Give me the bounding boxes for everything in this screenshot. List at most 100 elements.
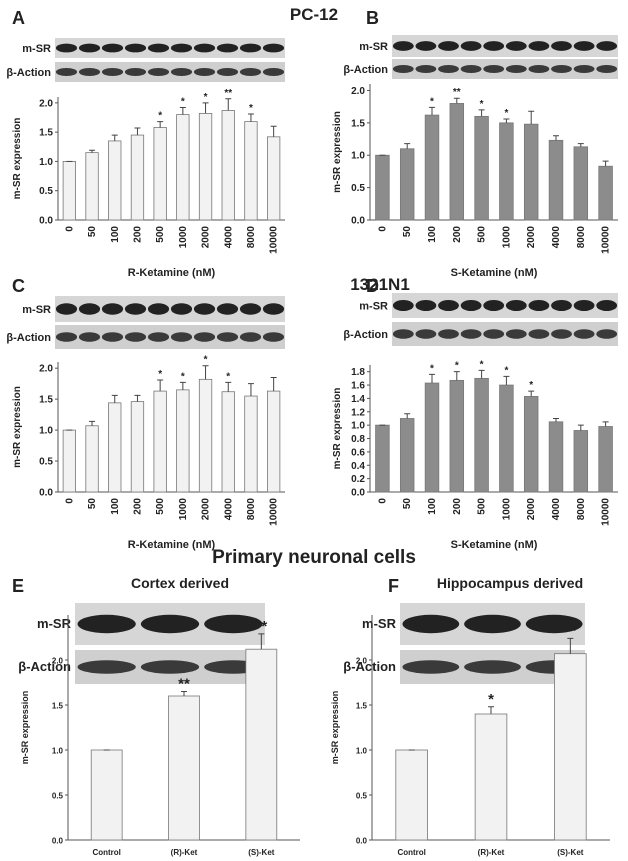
error-bar (478, 369, 485, 379)
x-tick-label: 8000 (576, 498, 587, 521)
blot-band (55, 43, 78, 53)
y-tick-label: 2.0 (351, 86, 365, 97)
x-tick-label: 200 (132, 226, 143, 243)
bar (395, 749, 428, 841)
blot-band (573, 329, 595, 339)
bar (375, 424, 390, 493)
bar (85, 425, 99, 493)
y-tick-label: 1.0 (52, 747, 64, 756)
y-tick-label: 0.0 (356, 837, 368, 846)
bar (554, 653, 587, 841)
bar (449, 103, 465, 221)
blot-label: β-Action (6, 67, 51, 79)
blot-band (262, 68, 285, 76)
blot-band (204, 614, 263, 634)
blot-band (170, 332, 193, 342)
error-bar (111, 394, 118, 403)
error-bar (577, 424, 584, 431)
significance: ** (178, 676, 190, 693)
error-bar (270, 376, 277, 392)
significance: * (529, 380, 533, 391)
blot-band (78, 68, 101, 76)
y-tick-label: 0.0 (52, 837, 64, 846)
significance: ** (255, 618, 267, 635)
blot-band (573, 41, 595, 51)
blot-band (438, 329, 459, 339)
y-tick-label: 0.5 (52, 792, 64, 801)
bar (85, 152, 99, 221)
x-tick-label: 100 (110, 498, 121, 515)
blot-band (392, 300, 414, 311)
blot-band (78, 303, 101, 315)
error-bar (503, 118, 510, 123)
panel: F Hippocampus derived m-SR β-Action 0.0 0.5 1.… (330, 575, 610, 857)
blot-band (78, 332, 101, 342)
x-tick-label: 0 (377, 498, 388, 504)
y-tick-label: 2.0 (39, 98, 53, 109)
y-tick-label: 1.5 (39, 395, 53, 406)
panel-letter: B (366, 8, 379, 28)
x-tick-label: 100 (110, 226, 121, 243)
blot-label: m-SR (37, 616, 72, 631)
panel: Bm-SR β-Action 0.0 0.5 1.0 1.5 2.0 m-SR express… (332, 8, 618, 279)
blot-strip (55, 38, 285, 58)
blot-band (239, 332, 262, 342)
y-tick-label: 1.0 (39, 157, 53, 168)
blot-band (415, 329, 437, 339)
x-tick-label: 0 (377, 226, 388, 232)
blot-band (596, 65, 618, 73)
panel-title: Cortex derived (131, 575, 229, 591)
bar (474, 713, 508, 841)
x-tick-label: 1000 (178, 498, 189, 521)
bar (221, 110, 235, 221)
blot-band (262, 303, 285, 315)
y-tick-label: 1.5 (39, 128, 53, 139)
error-bar (528, 390, 535, 397)
blot-band (551, 65, 572, 73)
blot-band (216, 332, 239, 342)
error-bar (179, 107, 186, 115)
y-axis-label: m-SR expression (330, 691, 340, 765)
blot-band (551, 41, 572, 51)
error-bar (134, 127, 141, 136)
error-bar (453, 97, 460, 104)
x-tick-label: 2000 (201, 498, 212, 521)
error-bar (453, 371, 460, 381)
x-tick-label: 2000 (526, 498, 537, 521)
blot-band (77, 660, 136, 674)
panel-title: Hippocampus derived (437, 575, 583, 591)
x-tick-label: (S)-Ket (248, 848, 275, 857)
blot-label: m-SR (22, 304, 51, 316)
blot-band (505, 65, 527, 73)
blot-band (460, 329, 482, 339)
blot-band (402, 660, 460, 674)
panel: Dm-SR β-Action 0.0 0.2 0.4 0.6 0.8 1.0 1.2 1.4 1.6… (332, 276, 618, 551)
blot-band (140, 660, 200, 674)
blot-strip (392, 35, 618, 57)
error-bar (134, 394, 141, 402)
x-tick-label: 8000 (246, 498, 257, 521)
group-title: PC-12 (290, 5, 338, 24)
blot-band (460, 300, 482, 311)
panel: Am-SR β-Action 0.0 0.5 1.0 1.5 2.0 m-SR express… (6, 8, 285, 279)
significance: * (158, 111, 162, 122)
blot-label: β-Action (343, 659, 396, 674)
error-bar (89, 420, 96, 426)
blot-band (460, 41, 482, 51)
x-tick-label: 2000 (526, 226, 537, 249)
error-bar (404, 143, 411, 149)
bar (168, 695, 200, 841)
bar (108, 402, 122, 493)
bar (499, 384, 514, 493)
blot-strip (392, 59, 618, 79)
significance: * (181, 97, 185, 108)
y-axis-label: m-SR expression (20, 691, 30, 765)
blot-band (170, 43, 193, 53)
y-tick-label: 0.0 (351, 216, 365, 227)
blot-band (239, 68, 262, 76)
blot-band (438, 65, 459, 73)
bar (499, 122, 514, 221)
blot-band (392, 41, 414, 51)
x-tick-label: 10000 (269, 226, 280, 254)
blot-band (101, 43, 124, 53)
